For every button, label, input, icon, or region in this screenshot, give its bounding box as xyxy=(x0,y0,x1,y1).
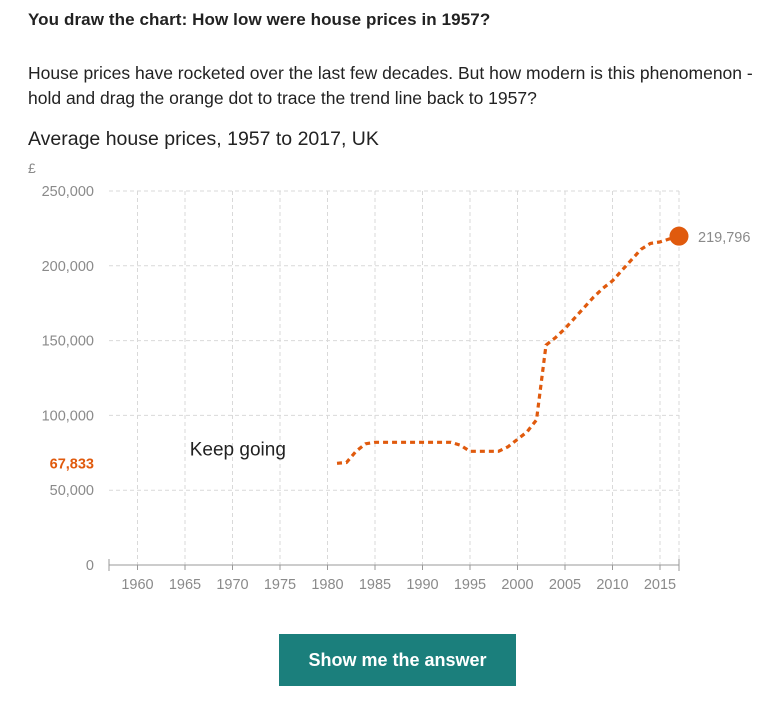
series-line xyxy=(336,234,680,465)
y-tick-label: 150,000 xyxy=(42,334,94,350)
house-price-chart[interactable]: £ 0 50,000 100,000 150,000 200,000 250,000 196… xyxy=(0,0,775,620)
chart-title: Average house prices, 1957 to 2017, UK xyxy=(28,128,379,150)
x-tick-label: 1995 xyxy=(454,577,486,593)
unit-label: £ xyxy=(28,160,36,176)
x-tick-label: 1960 xyxy=(121,577,153,593)
x-tick-label: 1970 xyxy=(216,577,248,593)
grid xyxy=(109,190,680,565)
y-tick-label: 50,000 xyxy=(50,483,94,499)
x-tick-label: 2005 xyxy=(549,577,581,593)
x-tick-label: 1985 xyxy=(359,577,391,593)
label-layer: 219,796 67,833 Keep going xyxy=(50,230,751,472)
series-layer xyxy=(336,226,689,465)
y-tick-label: 200,000 xyxy=(42,259,94,275)
end-value-label: 219,796 xyxy=(698,230,750,246)
x-tick-label: 2010 xyxy=(596,577,628,593)
x-tick-label: 1975 xyxy=(264,577,296,593)
y-tick-label: 250,000 xyxy=(42,184,94,200)
show-answer-button[interactable]: Show me the answer xyxy=(279,634,516,686)
keep-going-annotation: Keep going xyxy=(190,439,286,460)
headline: You draw the chart: How low were house p… xyxy=(28,10,491,29)
cursor-value-label: 67,833 xyxy=(50,457,94,473)
x-tick-label: 1990 xyxy=(406,577,438,593)
x-tick-label: 1980 xyxy=(311,577,343,593)
x-tick-label: 1965 xyxy=(169,577,201,593)
y-tick-label: 0 xyxy=(86,558,94,574)
intro-text: House prices have rocketed over the last… xyxy=(28,63,753,108)
x-tick-label: 2000 xyxy=(501,577,533,593)
drag-handle-dot[interactable] xyxy=(669,226,689,246)
y-tick-label: 100,000 xyxy=(42,408,94,424)
axes: 0 50,000 100,000 150,000 200,000 250,000 1960 1… xyxy=(42,184,680,593)
x-tick-label: 2015 xyxy=(644,577,676,593)
